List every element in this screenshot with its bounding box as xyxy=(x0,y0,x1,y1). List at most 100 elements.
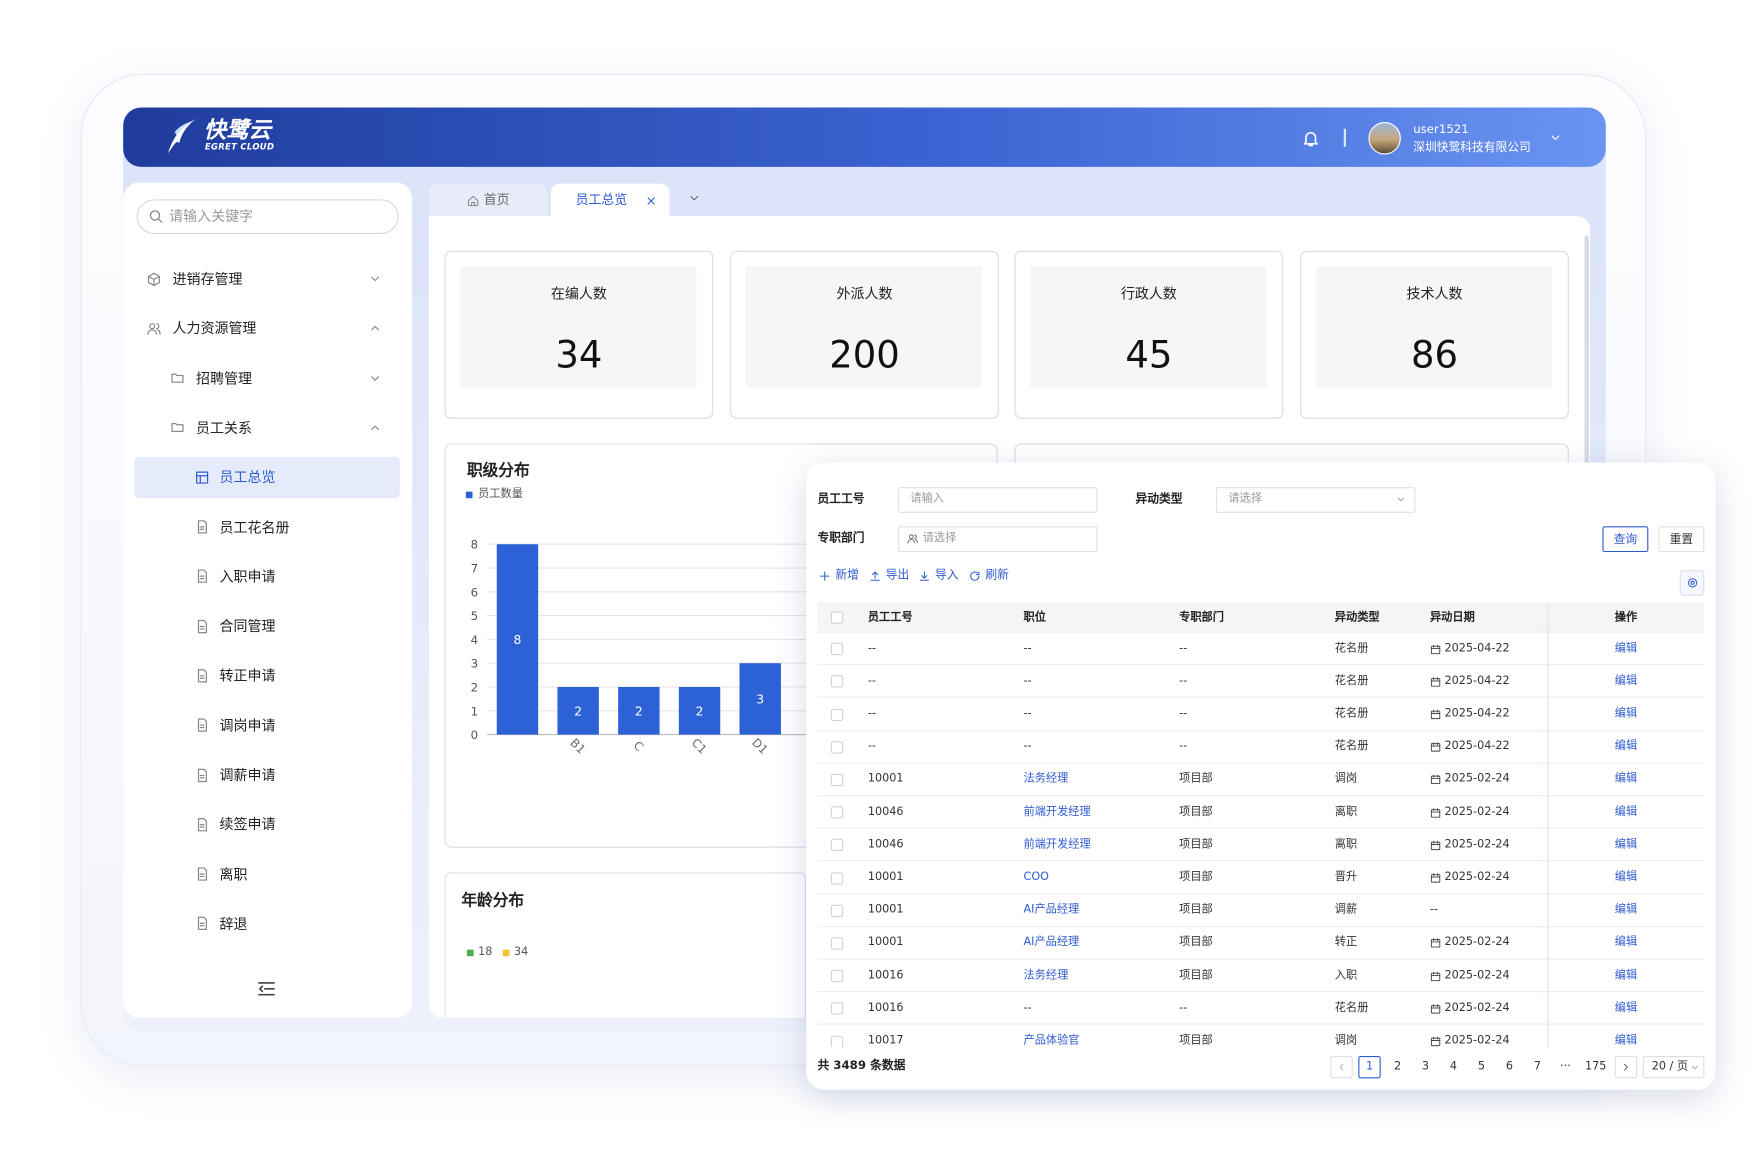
menu-item[interactable]: 进销存管理 xyxy=(172,270,243,288)
menu-item[interactable]: 员工关系 xyxy=(195,419,252,437)
y-tick-label: 2 xyxy=(471,680,478,694)
pager-page[interactable]: ··· xyxy=(1560,1060,1571,1073)
row-checkbox[interactable] xyxy=(830,773,843,786)
sidebar-search[interactable] xyxy=(136,199,399,235)
edit-link[interactable]: 编辑 xyxy=(1614,1001,1638,1015)
edit-link[interactable]: 编辑 xyxy=(1614,740,1638,753)
button-label[interactable]: 查询 xyxy=(1613,532,1638,546)
table-cell: 项目部 xyxy=(1179,1034,1213,1048)
settings-button[interactable] xyxy=(1679,569,1705,596)
button-label[interactable]: 重置 xyxy=(1669,532,1694,546)
cell-date: 2025-04-22 xyxy=(1444,642,1510,655)
cell-position[interactable]: 法务经理 xyxy=(1023,969,1069,982)
edit-link[interactable]: 编辑 xyxy=(1614,675,1638,688)
row-checkbox[interactable] xyxy=(830,904,843,917)
cell-position[interactable]: 前端开发经理 xyxy=(1023,838,1091,851)
edit-link[interactable]: 编辑 xyxy=(1614,707,1638,721)
toolbar-action[interactable]: 刷新 xyxy=(985,568,1009,582)
table-row xyxy=(817,927,1705,960)
stat-card-inner xyxy=(1030,266,1267,388)
filter-input[interactable] xyxy=(898,526,1098,553)
row-checkbox[interactable] xyxy=(830,740,843,754)
row-checkbox[interactable] xyxy=(830,969,843,983)
filter-input[interactable] xyxy=(898,487,1098,513)
edit-link[interactable]: 编辑 xyxy=(1614,838,1638,851)
user-name[interactable]: user1521 xyxy=(1413,122,1469,137)
edit-link[interactable]: 编辑 xyxy=(1614,773,1638,786)
header-checkbox[interactable] xyxy=(830,611,843,624)
cell-position[interactable]: 法务经理 xyxy=(1023,773,1069,786)
icon-part xyxy=(1430,971,1441,976)
row-checkbox[interactable] xyxy=(830,1002,843,1015)
edit-link[interactable]: 编辑 xyxy=(1614,969,1638,982)
edit-link[interactable]: 编辑 xyxy=(1614,903,1638,917)
menu-item[interactable]: 调岗申请 xyxy=(219,716,276,734)
stat-value: 45 xyxy=(1125,332,1173,377)
table-cell: -- xyxy=(1179,707,1188,721)
pager-page[interactable]: 6 xyxy=(1505,1060,1514,1073)
pager-page[interactable]: 175 xyxy=(1585,1060,1607,1073)
menu-item[interactable]: 续签申请 xyxy=(219,816,276,833)
pager-page[interactable]: 7 xyxy=(1533,1060,1542,1073)
row-checkbox[interactable] xyxy=(830,642,843,656)
tab-label[interactable]: 员工总览 xyxy=(575,191,628,208)
icon-part xyxy=(1430,1004,1441,1014)
page-size[interactable]: 20 / 页 xyxy=(1651,1060,1689,1073)
cell-position[interactable]: 产品体验官 xyxy=(1023,1034,1080,1048)
edit-link[interactable]: 编辑 xyxy=(1614,936,1638,949)
row-checkbox[interactable] xyxy=(830,839,843,852)
page-size-select[interactable] xyxy=(1642,1055,1705,1079)
icon-part xyxy=(197,867,207,881)
menu-item[interactable]: 入职申请 xyxy=(219,568,276,585)
pager-page[interactable]: 5 xyxy=(1477,1060,1486,1073)
user-company[interactable]: 深圳快鹭科技有限公司 xyxy=(1413,140,1531,155)
cell-position[interactable]: AI产品经理 xyxy=(1023,903,1080,917)
pager-current[interactable] xyxy=(1358,1055,1381,1079)
menu-item[interactable]: 调薪申请 xyxy=(219,766,276,784)
sidebar xyxy=(123,182,413,1018)
icon-part xyxy=(1430,808,1441,818)
avatar[interactable] xyxy=(1368,122,1401,155)
pager-page[interactable]: 3 xyxy=(1421,1060,1430,1073)
menu-item[interactable]: 员工总览 xyxy=(219,468,276,486)
row-checkbox[interactable] xyxy=(830,871,843,885)
pager-page[interactable]: 2 xyxy=(1393,1060,1402,1073)
toolbar-action[interactable]: 导入 xyxy=(935,568,959,582)
calendar-icon xyxy=(1430,677,1441,687)
cell-date: 2025-02-24 xyxy=(1444,969,1510,982)
menu-item[interactable]: 转正申请 xyxy=(219,667,276,685)
row-checkbox[interactable] xyxy=(830,708,843,721)
cell-position[interactable]: 前端开发经理 xyxy=(1023,805,1091,819)
table-cell: -- xyxy=(1179,675,1188,688)
menu-item[interactable]: 招聘管理 xyxy=(195,369,252,387)
menu-icon xyxy=(170,373,183,383)
row-checkbox[interactable] xyxy=(830,937,843,950)
button[interactable] xyxy=(1602,526,1649,553)
pager-page[interactable]: 4 xyxy=(1449,1060,1458,1073)
menu-item[interactable]: 辞退 xyxy=(219,915,248,933)
edit-link[interactable]: 编辑 xyxy=(1614,805,1638,819)
calendar-icon xyxy=(1430,840,1441,850)
menu-item[interactable]: 合同管理 xyxy=(219,617,276,635)
icon-part xyxy=(1430,939,1441,948)
menu-item[interactable]: 员工花名册 xyxy=(219,518,290,536)
edit-link[interactable]: 编辑 xyxy=(1614,642,1638,655)
menu-item[interactable]: 离职 xyxy=(219,865,248,883)
tab-label[interactable]: 首页 xyxy=(483,191,510,208)
toolbar-action[interactable]: 导出 xyxy=(885,568,910,582)
filter-input[interactable] xyxy=(1216,487,1416,513)
row-checkbox[interactable] xyxy=(830,675,843,688)
cell-position[interactable]: AI产品经理 xyxy=(1023,936,1080,949)
cell-position[interactable]: COO xyxy=(1023,871,1049,884)
menu-item[interactable]: 人力资源管理 xyxy=(172,320,257,337)
pager-prev[interactable] xyxy=(1330,1055,1353,1079)
pager-page[interactable]: 1 xyxy=(1365,1060,1374,1073)
button[interactable] xyxy=(1658,526,1705,553)
row-checkbox[interactable] xyxy=(830,1035,843,1048)
toolbar-action[interactable]: 新增 xyxy=(835,568,859,582)
edit-link[interactable]: 编辑 xyxy=(1614,1034,1638,1048)
row-checkbox[interactable] xyxy=(830,806,843,819)
tab[interactable] xyxy=(428,183,548,217)
edit-link[interactable]: 编辑 xyxy=(1614,871,1638,884)
pager-next[interactable] xyxy=(1614,1055,1638,1079)
